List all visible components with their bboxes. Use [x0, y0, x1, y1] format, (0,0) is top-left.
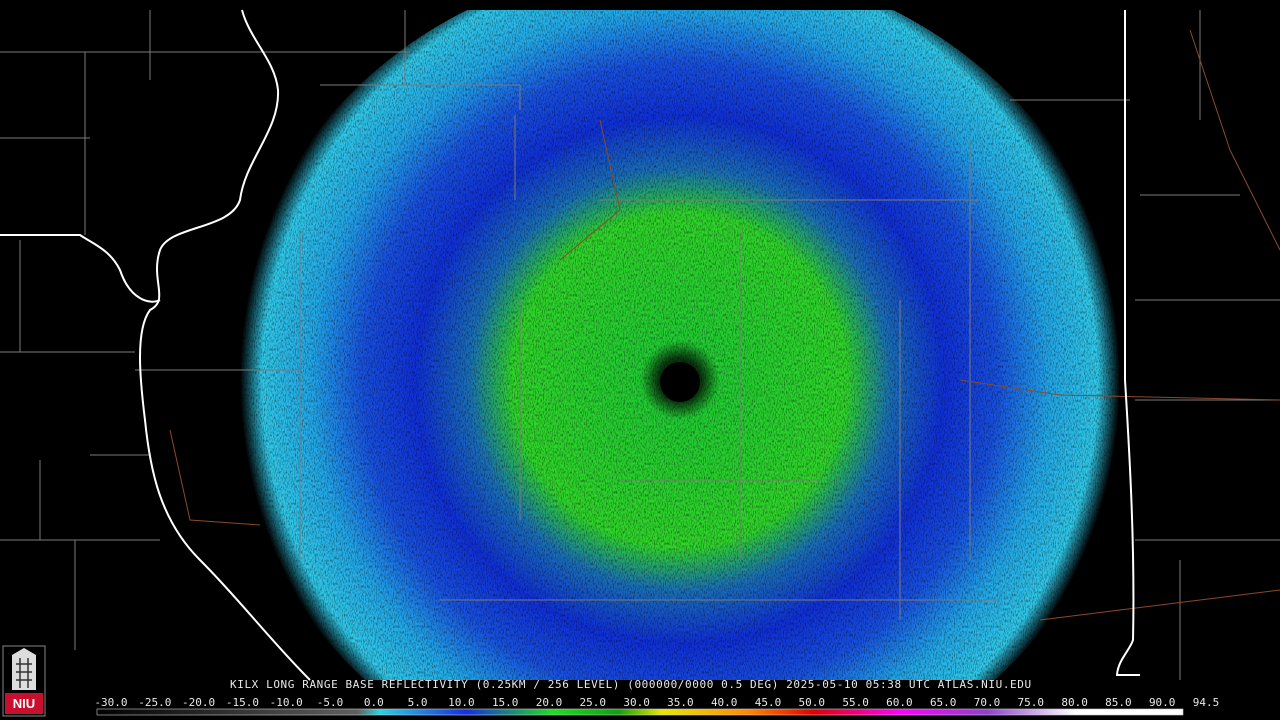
colorbar-label: 5.0 [408, 696, 428, 709]
logo-band [5, 693, 43, 714]
colorbar-label: -25.0 [138, 696, 171, 709]
colorbar: -30.0 -25.0 -20.0 -15.0 -10.0 -5.0 0.0 5.0 10.0 1… [94, 696, 1220, 716]
state-borders [0, 9, 1140, 681]
colorbar-label: 15.0 [492, 696, 519, 709]
colorbar-label: 70.0 [974, 696, 1001, 709]
colorbar-label: 40.0 [711, 696, 738, 709]
reflectivity-speckle [230, 10, 1130, 680]
colorbar-label: 50.0 [799, 696, 826, 709]
colorbar-label: 30.0 [623, 696, 650, 709]
colorbar-label: 94.5 [1193, 696, 1220, 709]
county-lines [0, 10, 1280, 680]
colorbar-label: -5.0 [317, 696, 344, 709]
colorbar-label: -20.0 [182, 696, 215, 709]
highways [169, 29, 1280, 621]
colorbar-label: 60.0 [886, 696, 913, 709]
colorbar-label: 10.0 [448, 696, 475, 709]
colorbar-label: 55.0 [842, 696, 869, 709]
colorbar-label: 0.0 [364, 696, 384, 709]
radar-cone [660, 362, 700, 402]
colorbar-label: 35.0 [667, 696, 694, 709]
colorbar-label: -10.0 [270, 696, 303, 709]
colorbar-label: 90.0 [1149, 696, 1176, 709]
colorbar-label: 25.0 [580, 696, 607, 709]
colorbar-frame [96, 708, 1184, 716]
product-title: KILX LONG RANGE BASE REFLECTIVITY (0.25K… [230, 678, 1032, 691]
colorbar-label: 45.0 [755, 696, 782, 709]
logo-tower [12, 648, 36, 690]
niu-logo: NIU [2, 645, 46, 717]
reflectivity [230, 10, 1130, 680]
colorbar-scale [97, 709, 1183, 715]
colorbar-label: 85.0 [1105, 696, 1132, 709]
colorbar-label: 75.0 [1018, 696, 1045, 709]
logo-detail [16, 658, 32, 688]
colorbar-label: -15.0 [226, 696, 259, 709]
logo-text: NIU [13, 696, 35, 711]
colorbar-label: 20.0 [536, 696, 563, 709]
colorbar-label: -30.0 [94, 696, 127, 709]
colorbar-label: 65.0 [930, 696, 957, 709]
colorbar-label: 80.0 [1061, 696, 1088, 709]
